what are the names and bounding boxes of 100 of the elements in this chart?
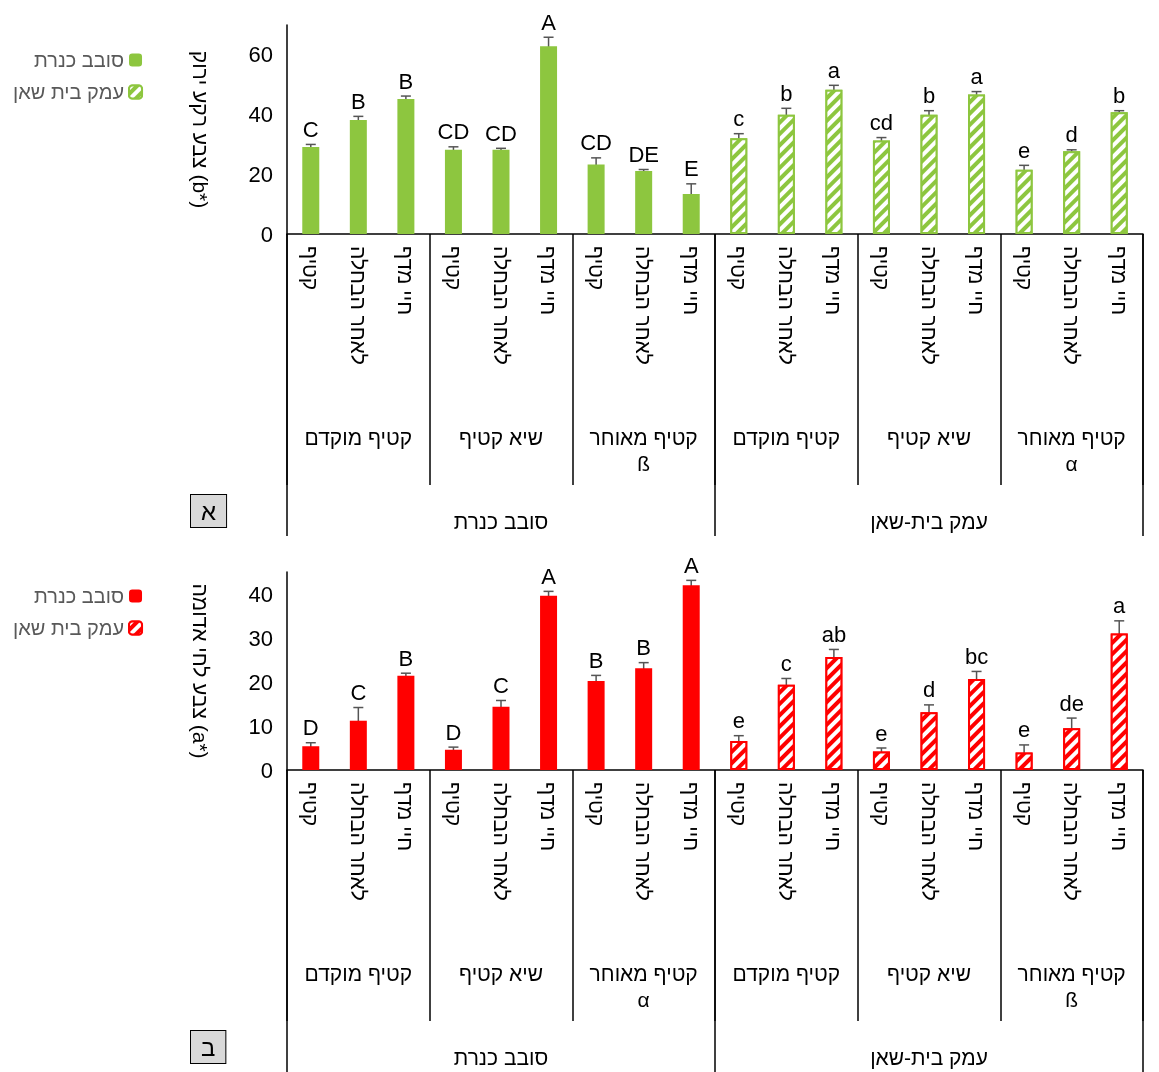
bar: [682, 193, 700, 234]
x-tick-label: קטיף: [727, 782, 751, 827]
data-label: D: [445, 719, 462, 745]
legend-label: עמק בית שאן: [12, 81, 125, 103]
data-label: c: [733, 106, 745, 132]
data-label: C: [493, 672, 510, 698]
x-tick-label: לאחר הבחלה: [917, 782, 941, 901]
data-label: a: [827, 57, 841, 83]
text: קטיף מוקדם: [732, 425, 841, 449]
text: עמק בית-שאן: [870, 510, 988, 533]
data-label: de: [1059, 690, 1084, 716]
y-tick-label: 0: [260, 221, 273, 247]
data-label: D: [302, 715, 319, 741]
x-tick-label: חיי מדף: [822, 246, 846, 316]
x-tick-label: קטיף: [727, 246, 751, 291]
x-tick-label: לאחר הבחלה: [774, 782, 798, 901]
x-tick-label: חיי מדף: [1107, 246, 1131, 316]
bar: [444, 749, 462, 770]
x-tick-label: חיי מדף: [822, 782, 846, 852]
data-label: e: [875, 720, 888, 746]
y-axis-title: צבע לחי אדומה (a*): [189, 583, 212, 759]
text: סובב כנרת: [453, 510, 549, 533]
data-label: B: [398, 645, 414, 671]
data-label: b: [922, 83, 936, 109]
data-label: e: [732, 708, 745, 734]
text: שיא קטיף: [458, 425, 544, 449]
data-label: d: [1065, 122, 1078, 148]
y-tick-label: 20: [248, 669, 273, 695]
x-tick-label: קטיף: [299, 782, 323, 827]
y-tick-label: 30: [248, 625, 273, 651]
data-label: bc: [964, 643, 989, 669]
x-tick-label: קטיף: [299, 246, 323, 291]
x-tick-label: קטיף: [584, 782, 608, 827]
y-axis-title: צבע רקע ירוק (b*): [189, 50, 212, 209]
y-tick-label: 40: [248, 102, 273, 128]
bar: [635, 668, 653, 770]
bar: [540, 595, 558, 770]
text: קטיף מוקדם: [304, 425, 413, 449]
data-label: C: [302, 116, 319, 142]
x-tick-label: קטיף: [441, 782, 465, 827]
text: שיא קטיף: [886, 425, 972, 449]
bar: [492, 149, 510, 234]
bar: [349, 119, 367, 234]
x-tick-label: חיי מדף: [537, 782, 561, 852]
x-tick-label: לאחר הבחלה: [774, 246, 798, 365]
x-tick-label: חיי מדף: [394, 246, 418, 316]
legend-label: עמק בית שאן: [12, 617, 125, 639]
bar: [492, 706, 510, 770]
data-label: A: [683, 552, 699, 578]
data-label: e: [1017, 717, 1031, 743]
y-tick-label: 40: [248, 581, 273, 607]
x-tick-label: לאחר הבחלה: [632, 782, 656, 901]
bar: [444, 149, 462, 234]
data-label: DE: [628, 142, 659, 168]
x-tick-label: לאחר הבחלה: [346, 782, 370, 901]
x-tick-label: לאחר הבחלה: [917, 246, 941, 365]
bar: [587, 164, 605, 234]
x-tick-label: קטיף: [1012, 246, 1036, 291]
data-label: cd: [869, 110, 894, 136]
x-tick-label: חיי מדף: [965, 246, 989, 316]
data-label: a: [1113, 593, 1127, 619]
bar: [397, 99, 415, 234]
x-tick-label: חיי מדף: [965, 782, 989, 852]
data-label: CD: [580, 130, 612, 156]
x-tick-label: לאחר הבחלה: [489, 782, 513, 901]
x-tick-label: לאחר הבחלה: [1060, 782, 1084, 901]
data-label: d: [922, 677, 936, 703]
x-tick-label: לאחר הבחלה: [1060, 246, 1084, 365]
legend-label: סובב כנרת: [34, 585, 125, 607]
data-label: b: [780, 80, 793, 106]
bar: [540, 46, 558, 234]
x-tick-label: לאחר הבחלה: [632, 246, 656, 365]
data-label: CD: [485, 120, 517, 146]
y-tick-label: 20: [248, 161, 273, 187]
data-label: B: [588, 647, 604, 673]
x-tick-label: קטיף: [584, 246, 608, 291]
bar: [635, 171, 653, 234]
data-label: B: [398, 68, 414, 94]
data-label: B: [636, 635, 652, 661]
legend-label: סובב כנרת: [34, 49, 125, 71]
bar: [397, 675, 415, 770]
x-tick-label: חיי מדף: [1107, 782, 1131, 852]
x-tick-label: קטיף: [869, 246, 893, 291]
x-tick-label: לאחר הבחלה: [489, 246, 513, 365]
data-label: CD: [437, 119, 470, 145]
data-label: B: [350, 88, 366, 114]
data-label: A: [541, 563, 557, 589]
text: א: [201, 497, 217, 525]
data-label: A: [541, 9, 557, 35]
x-tick-label: לאחר הבחלה: [346, 246, 370, 365]
text: ב: [201, 1033, 216, 1061]
text: קטיף מוקדם: [732, 961, 841, 985]
x-tick-label: חיי מדף: [394, 782, 418, 852]
x-tick-label: חיי מדף: [679, 782, 703, 852]
text: סובב כנרת: [453, 1046, 549, 1069]
x-tick-label: קטיף: [1012, 782, 1036, 827]
x-tick-label: קטיף: [441, 246, 465, 291]
bar: [349, 720, 367, 770]
bar: [587, 681, 605, 770]
x-tick-label: חיי מדף: [537, 246, 561, 316]
